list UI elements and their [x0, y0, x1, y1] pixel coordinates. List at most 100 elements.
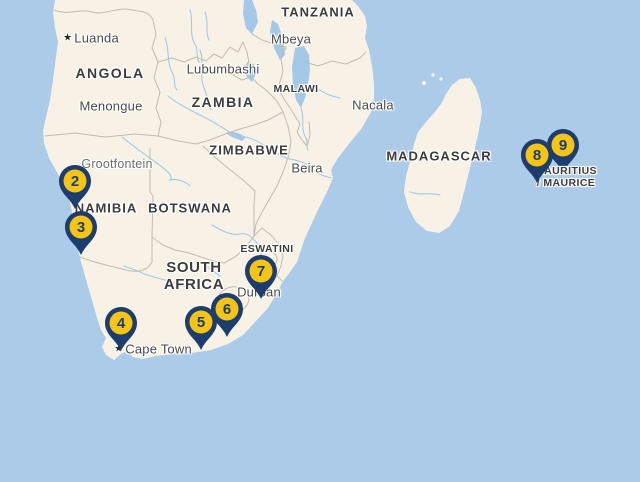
- map-marker-8[interactable]: 8: [520, 138, 554, 184]
- map-label-text: ZIMBABWE: [209, 142, 289, 158]
- river-shire: [300, 107, 309, 151]
- map-label-lubumbashi: Lubumbashi: [187, 62, 260, 77]
- marker-number: 8: [532, 147, 542, 164]
- map-label-namibia: NAMIBIA: [75, 201, 138, 216]
- border-zimbabwe-botswana: [202, 145, 256, 237]
- border-zambia-drc: [157, 41, 284, 113]
- map-label-angola: ANGOLA: [75, 65, 144, 81]
- lake-rukwa: [270, 20, 285, 60]
- comoros-island: [422, 81, 426, 85]
- border-angola-namibia: [44, 132, 197, 145]
- map-label-text: MADAGASCAR: [386, 148, 492, 164]
- border-angola-drc: [53, 8, 157, 35]
- lake-kariba: [227, 131, 246, 141]
- map-label-text: MALAWI: [273, 83, 319, 95]
- map-marker-2[interactable]: 2: [58, 164, 92, 210]
- map-label-eswatini: ESWATINI: [240, 243, 293, 255]
- map-label-text: / MAURICE: [536, 177, 596, 189]
- marker-number: 9: [558, 137, 568, 154]
- map-label-text: Luanda: [74, 30, 119, 46]
- map-marker-7[interactable]: 7: [244, 254, 278, 300]
- map-label-zimbabwe: ZIMBABWE: [209, 143, 289, 158]
- comoros-island: [439, 77, 443, 81]
- map-marker-3[interactable]: 3: [64, 210, 98, 256]
- border-zimbabwe-mozambique: [253, 111, 292, 237]
- map-marker-9[interactable]: 9: [546, 128, 580, 174]
- border-namibia-botswana: [149, 147, 154, 238]
- map-label-mbeya: Mbeya: [271, 32, 311, 47]
- pin-icon: [105, 307, 137, 351]
- map-label-text: Beira: [291, 160, 323, 176]
- river-zambezi-upper: [167, 95, 229, 132]
- marker-number: 6: [222, 301, 232, 318]
- map-label-text: BOTSWANA: [148, 200, 232, 216]
- river-zambezi-lower: [245, 136, 332, 179]
- river-mozambique: [311, 83, 341, 99]
- map-label-text: Grootfontein: [81, 157, 153, 171]
- map-label-text: Lubumbashi: [186, 61, 260, 77]
- map-label-text: Cape Town: [125, 341, 192, 357]
- river-madagascar: [409, 191, 441, 196]
- map-label-text: NAMIBIA: [74, 200, 138, 216]
- map-label-text: MAURITIUS: [535, 165, 597, 177]
- map-label-text: TANZANIA: [281, 4, 355, 20]
- map-label-zambia: ZAMBIA: [192, 94, 255, 110]
- pin-icon: [211, 293, 243, 337]
- map-label-text: ESWATINI: [240, 243, 294, 255]
- comoros-island: [431, 73, 435, 77]
- river: [164, 37, 178, 91]
- river-limpopo: [211, 224, 259, 245]
- border-zimbabwe-north: [195, 111, 284, 145]
- map-label-grootfontein: Grootfontein: [81, 157, 152, 171]
- border-tanzania-mozambique: [304, 51, 367, 67]
- map-marker-4[interactable]: 4: [104, 306, 138, 352]
- border-namibia-southafrica: [79, 236, 153, 272]
- marker-number: 5: [196, 314, 206, 331]
- river: [204, 11, 210, 41]
- map-marker-6[interactable]: 6: [210, 292, 244, 338]
- map-label-cape-town: ★ Cape Town: [114, 342, 192, 357]
- pin-icon: [245, 255, 277, 299]
- marker-number: 7: [256, 263, 266, 280]
- map-label-text: AFRICA: [163, 276, 225, 293]
- marker-number: 2: [70, 173, 80, 190]
- pin-icon: [521, 139, 553, 183]
- map-label-text: ANGOLA: [75, 65, 145, 81]
- pin-icon: [65, 211, 97, 255]
- map-label-nacala: Nacala: [352, 98, 394, 113]
- pin-icon: [185, 306, 217, 350]
- map-marker-5[interactable]: 5: [184, 305, 218, 351]
- map-label-beira: Beira: [291, 161, 322, 176]
- map-label-text: ZAMBIA: [191, 94, 255, 110]
- capital-star-icon: ★: [114, 343, 124, 354]
- map-label-text: Menongue: [79, 98, 143, 114]
- lake-tanganyika: [243, 0, 258, 34]
- border-zambia-tanzania: [251, 33, 287, 48]
- pin-icon: [59, 165, 91, 209]
- map-label-madagascar: MADAGASCAR: [386, 149, 491, 164]
- map-label-south-africa: SOUTH AFRICA: [164, 259, 224, 293]
- map-label-menongue: Menongue: [79, 99, 142, 114]
- river: [189, 9, 200, 63]
- river-vaal: [199, 261, 221, 277]
- marker-number: 3: [76, 219, 86, 236]
- pin-icon: [547, 129, 579, 173]
- river-okavango: [121, 136, 191, 187]
- capital-star-icon: ★: [63, 32, 73, 43]
- lake-mweru: [245, 62, 256, 82]
- river-orange: [123, 265, 217, 291]
- map-label-malawi: MALAWI: [274, 83, 319, 95]
- map-label-botswana: BOTSWANA: [148, 201, 232, 216]
- border-angola-east: [151, 33, 162, 137]
- map-label-text: Mbeya: [270, 31, 312, 47]
- map-label-text: Nacala: [352, 97, 394, 113]
- river: [199, 49, 212, 111]
- lake-malawi: [292, 46, 310, 108]
- map-label-tanzania: TANZANIA: [281, 5, 354, 20]
- map-label-luanda: ★ Luanda: [63, 31, 119, 46]
- marker-number: 4: [116, 315, 126, 332]
- border-botswana-southafrica: [151, 235, 255, 264]
